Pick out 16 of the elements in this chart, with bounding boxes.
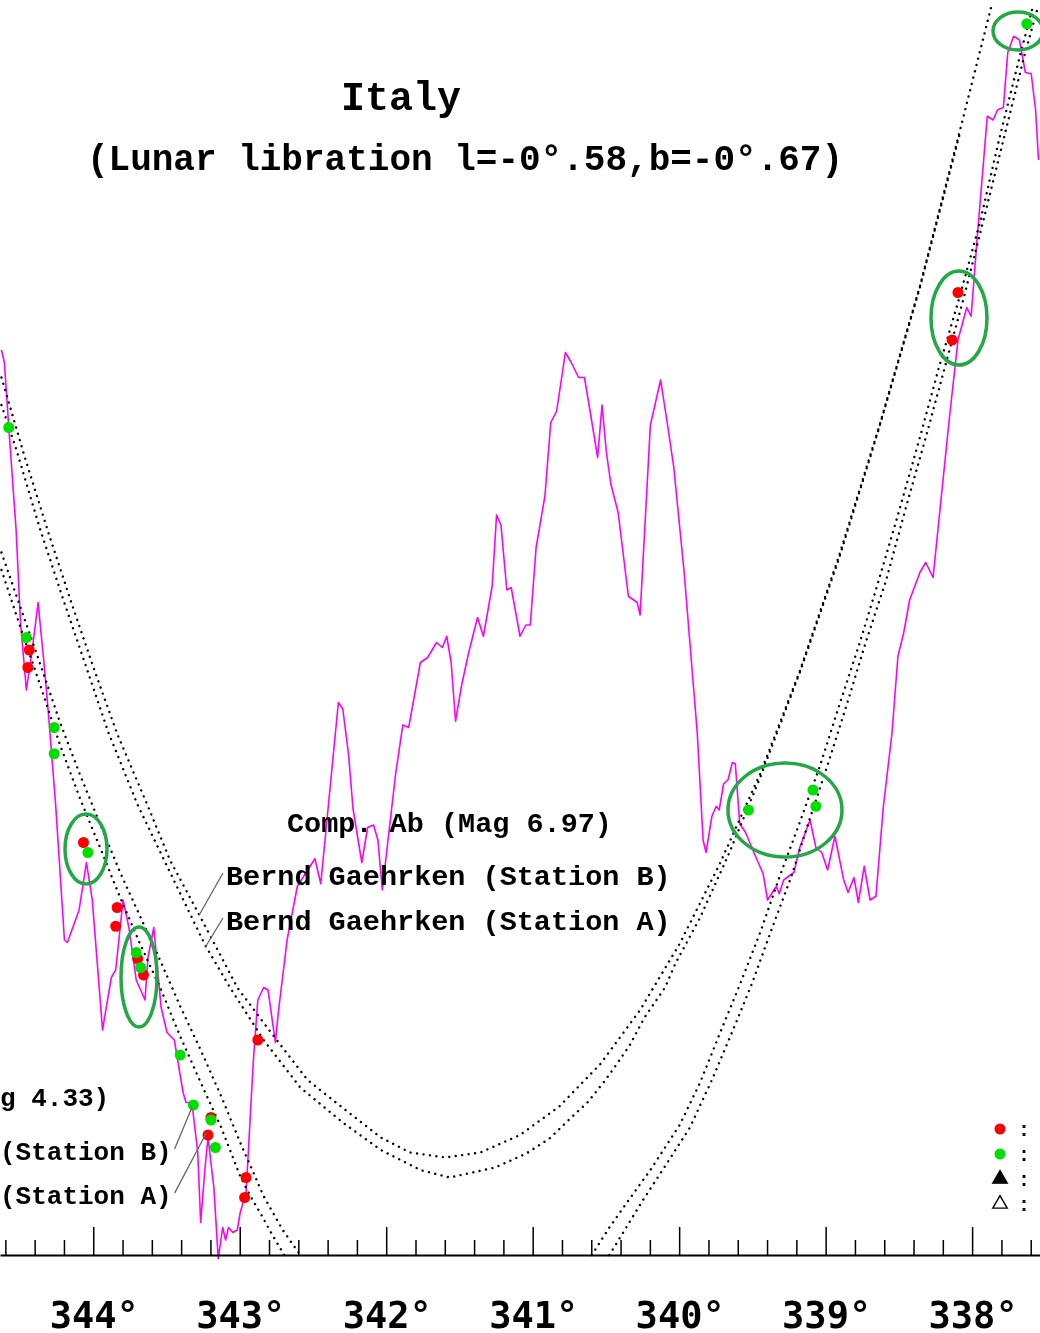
legend-label: : (1018, 1169, 1031, 1192)
legend-label: : (1018, 1144, 1031, 1167)
x-tick-label: 341° (489, 1294, 579, 1333)
text: (Lunar libration l=-0°.58,b=-0°.67) (86, 140, 844, 181)
annotation: g 4.33) (0, 1084, 110, 1114)
annotation: (Station A) (0, 1182, 172, 1212)
x-tick-label: 340° (635, 1294, 725, 1333)
text: Italy (340, 77, 462, 122)
annotation: (Station B) (0, 1138, 172, 1168)
x-tick-label: 339° (782, 1294, 872, 1333)
x-tick-label: 343° (196, 1294, 286, 1333)
x-tick-label: 342° (342, 1294, 432, 1333)
x-tick-label: 338° (928, 1294, 1018, 1333)
x-tick-label: 344° (49, 1294, 139, 1333)
legend-label: : (1018, 1194, 1031, 1217)
legend-label: : (1018, 1119, 1031, 1142)
